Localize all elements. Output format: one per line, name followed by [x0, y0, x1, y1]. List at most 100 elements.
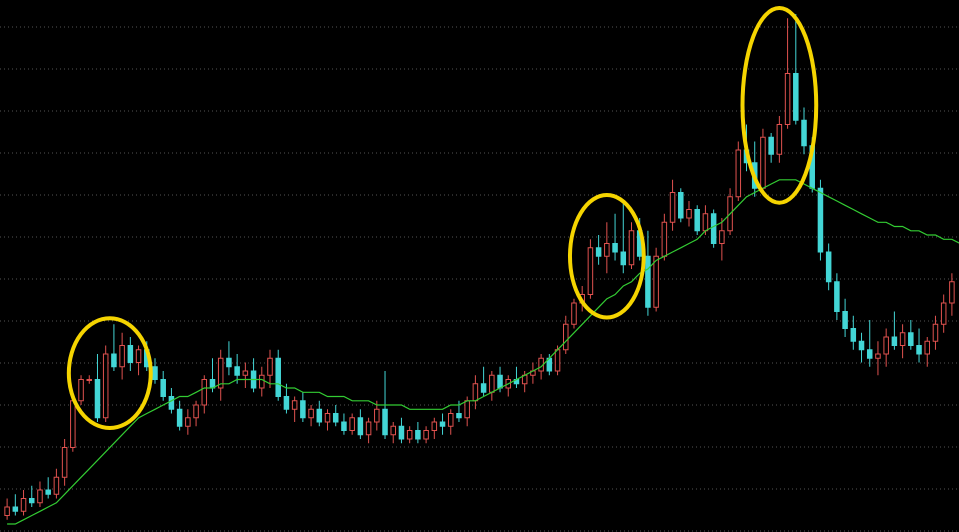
- candle: [899, 324, 906, 359]
- candle: [817, 179, 824, 261]
- candle-body: [875, 353, 881, 359]
- highlight-circle: [66, 316, 153, 430]
- candle-body: [349, 417, 355, 431]
- candle-body: [193, 404, 199, 419]
- candle-body: [70, 400, 76, 448]
- candle: [152, 358, 158, 384]
- candle-body: [61, 447, 68, 478]
- candle-body: [308, 408, 314, 419]
- candle-body: [415, 430, 421, 440]
- candle-body: [563, 323, 569, 351]
- moving-average: [7, 179, 959, 525]
- candle-body: [28, 498, 35, 504]
- candle: [12, 494, 19, 516]
- candle: [834, 273, 840, 320]
- candle-body: [185, 417, 191, 427]
- candle: [250, 358, 257, 393]
- candle-body: [866, 349, 873, 359]
- candle: [940, 294, 947, 333]
- candle-body: [127, 345, 134, 363]
- candle: [825, 243, 832, 291]
- candle-body: [620, 251, 627, 266]
- candle: [217, 349, 224, 401]
- candle-body: [398, 425, 405, 440]
- candle-body: [793, 73, 799, 121]
- candle-body: [176, 408, 183, 427]
- candle-body: [431, 421, 438, 431]
- candle: [694, 205, 700, 235]
- candle-body: [497, 374, 503, 389]
- candle-body: [12, 506, 19, 512]
- candle: [390, 422, 396, 444]
- moving-average-line: [7, 179, 959, 525]
- candle: [678, 188, 684, 223]
- candle-body: [201, 379, 208, 406]
- candle: [415, 422, 421, 444]
- candle: [160, 371, 166, 401]
- candle: [111, 324, 117, 371]
- candle: [94, 354, 101, 422]
- candle: [875, 341, 881, 376]
- highlight-circle: [567, 193, 646, 320]
- candle-body: [940, 302, 947, 325]
- candle: [719, 218, 725, 261]
- candle-body: [719, 230, 725, 244]
- candle-body: [86, 379, 93, 381]
- candle-body: [53, 476, 60, 495]
- candle: [283, 383, 290, 414]
- candle-body: [908, 332, 914, 346]
- candle: [768, 133, 774, 163]
- candle: [760, 128, 766, 193]
- candle-body: [669, 192, 676, 223]
- candle-body: [267, 357, 273, 376]
- candle: [365, 417, 372, 444]
- candle: [628, 222, 635, 269]
- candle-body: [858, 340, 865, 351]
- candle: [357, 409, 364, 439]
- candle: [891, 311, 898, 350]
- candle: [53, 468, 60, 499]
- candle-body: [341, 421, 347, 431]
- candle: [883, 328, 889, 367]
- candle: [949, 273, 955, 316]
- candle: [513, 366, 520, 388]
- candle: [850, 315, 857, 350]
- candle: [858, 332, 865, 363]
- candle: [456, 400, 462, 422]
- candle: [489, 371, 495, 401]
- candle: [571, 298, 577, 329]
- candle: [324, 409, 331, 431]
- candle-body: [817, 187, 824, 253]
- candle: [4, 498, 10, 520]
- candle: [406, 426, 413, 444]
- candle-body: [784, 73, 791, 125]
- candle: [801, 107, 807, 155]
- candle: [480, 366, 487, 397]
- candle-body: [94, 379, 101, 419]
- candle-body: [242, 370, 249, 376]
- candle: [924, 337, 931, 367]
- candle-body: [406, 430, 413, 440]
- candle: [28, 485, 35, 507]
- candle-body: [300, 400, 306, 419]
- candle-body: [834, 281, 840, 312]
- candle-body: [102, 353, 109, 419]
- candle: [398, 417, 405, 444]
- highlight-circles: [66, 6, 819, 430]
- candle-body: [4, 506, 10, 516]
- candle: [341, 413, 347, 435]
- candle: [234, 354, 240, 384]
- candle: [710, 209, 717, 248]
- candle-body: [332, 413, 339, 423]
- candle-body: [464, 400, 470, 419]
- candle: [242, 362, 249, 388]
- candle: [291, 396, 298, 422]
- candle-body: [932, 323, 939, 342]
- candle: [226, 341, 232, 376]
- candle: [505, 375, 512, 397]
- candle: [563, 315, 569, 354]
- candle-body: [686, 209, 692, 219]
- candle: [45, 477, 51, 499]
- candle-body: [472, 383, 479, 402]
- candle-body: [850, 328, 857, 342]
